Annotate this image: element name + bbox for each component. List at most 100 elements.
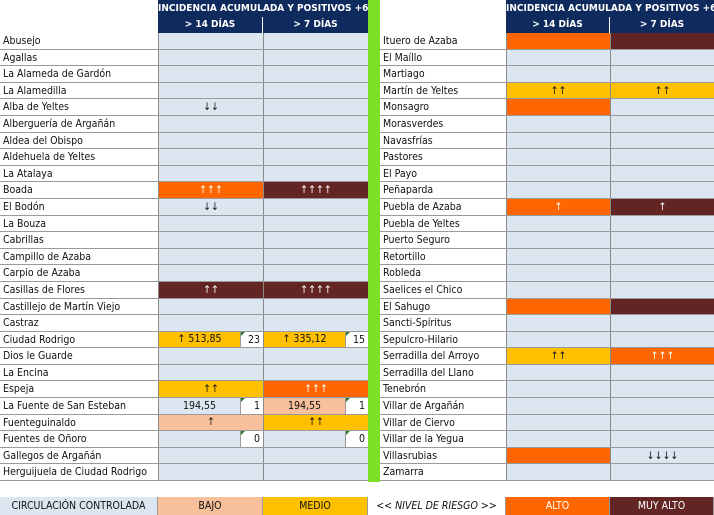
cell-value: ↑↑↑ <box>199 184 223 197</box>
cell-7-days <box>610 414 714 431</box>
cell-14-days <box>158 298 263 315</box>
cell-14-days <box>506 149 610 165</box>
table-row: Carpio de Azaba <box>0 265 368 282</box>
cell-14-days <box>506 232 610 248</box>
table-row: Villar de Argañán <box>380 398 714 415</box>
table-row: Aldehuela de Yeltes <box>0 149 368 166</box>
cell-7-days <box>263 298 368 315</box>
cell-14-days <box>506 447 610 464</box>
municipality-name: Abusejo <box>0 33 158 49</box>
cell-value: ↑↑↑ <box>650 350 675 363</box>
legend-muy-alto: MUY ALTO <box>610 497 714 515</box>
municipality-name: Boada <box>0 182 158 198</box>
table-row: La Alameda de Gardón <box>0 66 368 83</box>
cell-14-days: ↑↑ <box>158 381 263 398</box>
cell-7-days <box>610 99 714 115</box>
table-row: Abusejo <box>0 33 368 50</box>
table-row: Retortillo <box>380 248 714 266</box>
right-municipality-table: Ituero de Azaba El Maíllo Martiago Martín d… <box>380 33 714 482</box>
cell-14-days <box>158 165 263 182</box>
cell-14-days <box>506 464 610 481</box>
cell-value: 194,55 <box>287 399 322 412</box>
cell-7-days <box>263 165 368 182</box>
cell-7-days <box>610 331 714 348</box>
table-row: Fuentes de Oñoro 0 0 <box>0 431 368 448</box>
table-row: Zamarra <box>380 464 714 482</box>
table-row: Casillas de Flores ↑↑ ↑↑↑↑ <box>0 281 368 299</box>
cell-7-days <box>263 232 368 248</box>
cell-14-days <box>506 132 610 149</box>
cell-7-days <box>610 66 714 82</box>
municipality-name: Robleda <box>380 265 506 281</box>
table-row: Campillo de Azaba <box>0 248 368 266</box>
cell-7-days <box>263 66 368 82</box>
positives-count: 1 <box>240 398 263 414</box>
cell-7-days <box>263 33 368 49</box>
municipality-name: El Payo <box>380 165 506 182</box>
cell-14-days <box>158 149 263 165</box>
table-row: Puebla de Yeltes <box>380 215 714 233</box>
legend-controlada: CIRCULACIÓN CONTROLADA <box>0 497 158 515</box>
table-row: Puerto Seguro <box>380 232 714 249</box>
municipality-name: Fuentes de Oñoro <box>0 431 158 447</box>
table-row: Ciudad Rodrigo ↑ 513,85 23 ↑ 335,12 15 <box>0 331 368 349</box>
cell-7-days <box>610 232 714 248</box>
municipality-name: La Alameda de Gardón <box>0 66 158 82</box>
municipality-name: El Maíllo <box>380 49 506 66</box>
table-row: La Fuente de San Esteban 194,55 1 194,55 1 <box>0 398 368 415</box>
cell-7-days <box>610 298 714 315</box>
cell-14-days: ↓↓ <box>158 198 263 215</box>
municipality-name: Martín de Yeltes <box>380 82 506 99</box>
municipality-name: Villasrubias <box>380 447 506 464</box>
cell-7-days: ↑↑↑ <box>263 381 368 398</box>
cell-7-days <box>263 198 368 215</box>
municipality-name: La Atalaya <box>0 165 158 182</box>
table-row: Cabrillas <box>0 232 368 249</box>
table-row: Martiago <box>380 66 714 83</box>
municipality-name: Saelices el Chico <box>380 281 506 298</box>
positives-count: 15 <box>345 331 368 348</box>
cell-7-days <box>263 348 368 364</box>
municipality-name: Carpio de Azaba <box>0 265 158 281</box>
cell-value: ↑↑↑↑ <box>300 283 332 296</box>
cell-7-days <box>610 248 714 265</box>
legend-nivel-de-riesgo: << NIVEL DE RIESGO >> <box>368 497 506 515</box>
table-row: Sancti-Spíritus <box>380 315 714 332</box>
cell-7-days <box>610 364 714 381</box>
municipality-name: Puerto Seguro <box>380 232 506 248</box>
cell-7-days <box>263 315 368 331</box>
cell-value: ↑↑ <box>308 416 324 429</box>
table-row: Sepulcro-Hilario <box>380 331 714 349</box>
cell-value: ↑ <box>207 416 215 429</box>
cell-14-days <box>158 364 263 381</box>
municipality-name: Casillas de Flores <box>0 281 158 298</box>
municipality-name: El Sahugo <box>380 298 506 315</box>
municipality-name: Agallas <box>0 49 158 66</box>
cell-7-days <box>610 281 714 298</box>
table-row: Robleda <box>380 265 714 282</box>
header-title-right: INCIDENCIA ACUMULADA Y POSITIVOS +60 AÑO… <box>506 0 714 17</box>
table-row: Villar de la Yegua <box>380 431 714 448</box>
cell-14-days <box>506 248 610 265</box>
cell-14-days: ↑ <box>506 198 610 215</box>
legend-alto: ALTO <box>506 497 610 515</box>
table-row: Gallegos de Argañán <box>0 447 368 465</box>
table-row: Villar de Ciervo <box>380 414 714 432</box>
cell-14-days <box>158 82 263 99</box>
cell-7-days <box>263 149 368 165</box>
cell-7-days <box>263 464 368 481</box>
table-row: La Alamedilla <box>0 82 368 100</box>
cell-14-days: 194,55 1 <box>158 398 263 414</box>
cell-7-days <box>263 99 368 115</box>
municipality-name: La Fuente de San Esteban <box>0 398 158 414</box>
cell-7-days: ↓↓↓↓ <box>610 447 714 464</box>
cell-14-days <box>506 99 610 115</box>
municipality-name: La Encina <box>0 364 158 381</box>
cell-14-days <box>506 182 610 198</box>
cell-7-days: 194,55 1 <box>263 398 368 414</box>
cell-7-days <box>263 132 368 149</box>
municipality-name: Dios le Guarde <box>0 348 158 364</box>
legend-bajo: BAJO <box>158 497 263 515</box>
municipality-name: Serradilla del Arroyo <box>380 348 506 364</box>
cell-7-days <box>610 149 714 165</box>
